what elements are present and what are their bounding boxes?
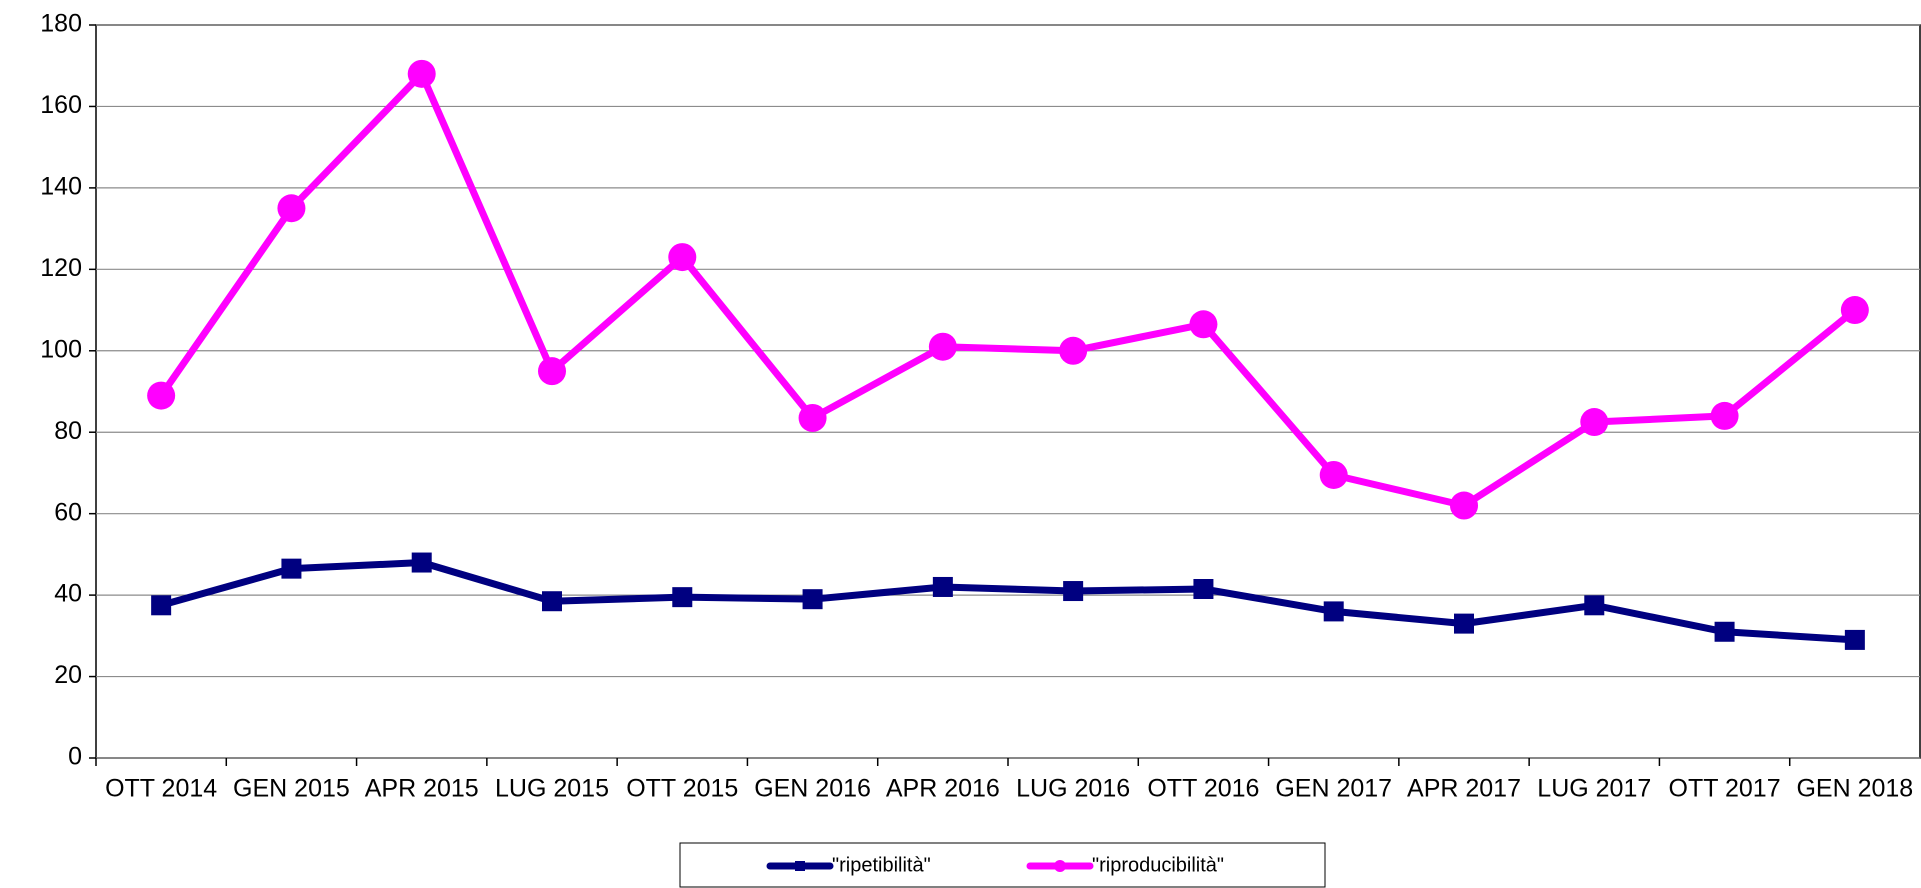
legend-marker <box>795 861 805 871</box>
legend-label: "riproducibilità" <box>1092 854 1224 876</box>
series-line <box>158 70 1858 510</box>
data-point <box>932 576 953 597</box>
legend-marker <box>1054 860 1066 872</box>
x-tick-label: OTT 2016 <box>1147 775 1259 803</box>
x-tick-label: APR 2015 <box>365 775 479 803</box>
y-tick-label: 100 <box>40 335 82 363</box>
legend-label: "ripetibilità" <box>832 854 931 876</box>
y-tick-label: 80 <box>54 417 82 445</box>
data-point <box>407 59 436 88</box>
x-tick-label: OTT 2015 <box>626 775 738 803</box>
data-point <box>802 589 823 610</box>
x-tick-label: GEN 2017 <box>1275 775 1392 803</box>
x-tick-label: OTT 2014 <box>105 775 217 803</box>
y-tick-label: 180 <box>40 10 82 38</box>
data-point <box>1844 629 1865 650</box>
data-point <box>1323 601 1344 622</box>
x-tick-label: OTT 2017 <box>1669 775 1781 803</box>
x-tick-label: APR 2017 <box>1407 775 1521 803</box>
data-point <box>1059 336 1088 365</box>
data-point <box>1319 460 1348 489</box>
data-point <box>411 552 432 573</box>
x-tick-label: LUG 2017 <box>1537 775 1651 803</box>
data-point <box>538 357 566 386</box>
y-tick-label: 140 <box>40 172 82 200</box>
y-tick-label: 60 <box>54 498 82 526</box>
series-line <box>160 559 1856 644</box>
data-point <box>1714 621 1735 642</box>
y-tick-label: 160 <box>40 91 82 119</box>
data-point <box>1193 579 1214 600</box>
data-point <box>1584 595 1605 616</box>
data-point <box>1450 491 1478 520</box>
y-tick-label: 40 <box>54 580 82 608</box>
x-tick-label: GEN 2018 <box>1796 775 1913 803</box>
data-point <box>928 332 957 361</box>
data-point <box>277 194 306 223</box>
data-point <box>151 595 172 616</box>
data-point <box>1063 581 1084 602</box>
x-tick-label: APR 2016 <box>886 775 1000 803</box>
data-point <box>668 243 697 272</box>
data-point <box>798 403 827 432</box>
plot-area <box>95 24 1921 759</box>
y-tick-label: 20 <box>54 661 82 689</box>
data-point <box>1580 408 1609 437</box>
y-tick-label: 0 <box>68 743 82 771</box>
data-point <box>1189 310 1218 339</box>
data-point <box>542 591 562 612</box>
data-point <box>281 558 302 579</box>
data-point <box>1840 296 1869 325</box>
x-tick-label: LUG 2016 <box>1016 775 1130 803</box>
x-tick-label: GEN 2015 <box>233 775 350 803</box>
data-point <box>1454 613 1474 634</box>
data-point <box>672 587 693 608</box>
data-point <box>147 381 176 410</box>
y-tick-label: 120 <box>40 254 82 282</box>
x-tick-label: LUG 2015 <box>495 775 609 803</box>
data-point <box>1710 401 1739 430</box>
x-tick-label: GEN 2016 <box>754 775 871 803</box>
